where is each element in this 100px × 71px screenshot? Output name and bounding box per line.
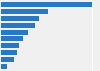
Bar <box>1 36 23 41</box>
Bar <box>1 64 7 69</box>
Bar <box>1 16 39 21</box>
Bar <box>1 50 17 55</box>
Bar <box>1 30 28 35</box>
Bar <box>1 43 19 48</box>
Bar <box>1 57 14 62</box>
Bar <box>1 2 92 7</box>
Bar <box>1 9 48 14</box>
Bar <box>1 23 36 28</box>
